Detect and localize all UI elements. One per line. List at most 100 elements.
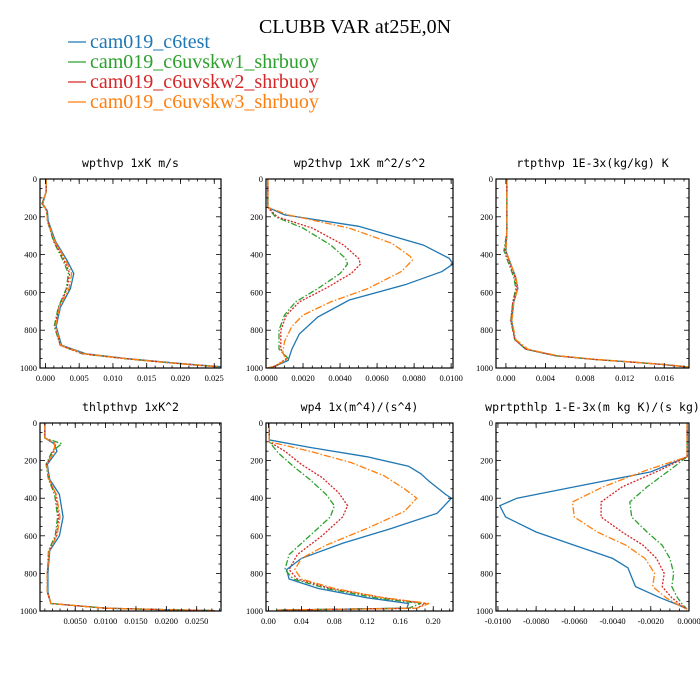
panel-title: wp2thvp 1xK m^2/s^2 — [294, 156, 426, 170]
series-line — [44, 423, 215, 611]
y-tick-label: 800 — [480, 568, 493, 578]
y-tick-label: 800 — [24, 325, 37, 335]
series-line — [268, 423, 422, 611]
x-tick-label: 0.20 — [426, 616, 441, 626]
y-tick-label: 0 — [489, 418, 493, 428]
series-line — [267, 179, 453, 368]
y-tick-label: 0 — [259, 174, 263, 184]
x-tick-label: 0.016 — [655, 373, 674, 383]
series-line — [41, 179, 218, 368]
panel-title: wp4 1x(m^4)/(s^4) — [301, 400, 419, 414]
plot-frame — [265, 178, 454, 369]
x-tick-label: 0.0050 — [64, 616, 87, 626]
legend-entry: cam019_c6uvskw1_shrbuoy — [90, 51, 319, 73]
y-tick-label: 200 — [250, 456, 263, 466]
x-tick-label: -0.0100 — [485, 616, 511, 626]
y-tick-label: 800 — [250, 325, 263, 335]
y-tick-label: 1000 — [20, 606, 37, 616]
series-line — [268, 423, 430, 611]
y-tick-label: 1000 — [20, 363, 37, 373]
panel-3: rtpthvp 1E-3x(kg/kg) K020040060080010000… — [476, 156, 690, 383]
x-tick-label: 0.0150 — [124, 616, 147, 626]
series-line — [44, 423, 215, 611]
y-tick-label: 600 — [480, 531, 493, 541]
x-tick-label: 0.008 — [576, 373, 595, 383]
x-tick-label: 0.0000 — [254, 373, 277, 383]
series-line — [41, 179, 221, 368]
series-line — [267, 179, 362, 368]
series-line — [268, 423, 427, 611]
series-line — [503, 179, 689, 368]
series-line — [41, 179, 218, 368]
y-tick-label: 600 — [24, 531, 37, 541]
series-line — [571, 423, 688, 610]
x-tick-label: 0.0000 — [677, 616, 700, 626]
y-tick-label: 1000 — [246, 606, 263, 616]
legend-entry: cam019_c6test — [90, 31, 210, 53]
series-line — [629, 423, 688, 610]
x-tick-label: 0.010 — [103, 373, 122, 383]
y-tick-label: 0 — [259, 418, 263, 428]
y-tick-label: 200 — [480, 456, 493, 466]
x-tick-label: 0.16 — [393, 616, 408, 626]
panel-title: wpthvp 1xK m/s — [82, 156, 179, 170]
series-line — [41, 179, 220, 368]
series-line — [267, 179, 414, 368]
panel-title: wprtpthlp 1-E-3x(m kg K)/(s kg) — [485, 400, 700, 414]
x-tick-label: -0.0040 — [599, 616, 625, 626]
panel-title: thlpthvp 1xK^2 — [82, 400, 179, 414]
y-tick-label: 600 — [24, 287, 37, 297]
x-tick-label: 0.0200 — [155, 616, 178, 626]
x-tick-label: 0.0020 — [291, 373, 314, 383]
x-tick-label: -0.0060 — [561, 616, 587, 626]
x-tick-label: 0.0100 — [94, 616, 117, 626]
plot-frame — [495, 178, 690, 369]
y-tick-label: 1000 — [476, 363, 493, 373]
panel-title: rtpthvp 1E-3x(kg/kg) K — [516, 156, 668, 170]
y-tick-label: 200 — [480, 212, 493, 222]
x-tick-label: 0.08 — [327, 616, 342, 626]
x-tick-label: 0.0250 — [185, 616, 208, 626]
x-tick-label: 0.12 — [360, 616, 375, 626]
plot-frame — [495, 422, 690, 612]
y-tick-label: 200 — [24, 456, 37, 466]
y-tick-label: 1000 — [476, 606, 493, 616]
y-tick-label: 1000 — [246, 363, 263, 373]
x-tick-label: 0.005 — [70, 373, 89, 383]
series-line — [504, 179, 689, 368]
plot-frame — [39, 422, 222, 612]
y-tick-label: 800 — [24, 568, 37, 578]
x-tick-label: 0.0040 — [328, 373, 351, 383]
x-tick-label: -0.0020 — [638, 616, 664, 626]
x-tick-label: -0.0080 — [523, 616, 549, 626]
y-tick-label: 800 — [480, 325, 493, 335]
legend: cam019_c6testcam019_c6uvskw1_shrbuoycam0… — [68, 31, 319, 113]
y-tick-label: 800 — [250, 568, 263, 578]
panel-2: wp2thvp 1xK m^2/s^2020040060080010000.00… — [246, 156, 463, 383]
y-tick-label: 0 — [33, 418, 37, 428]
y-tick-label: 200 — [250, 212, 263, 222]
series-line — [498, 423, 688, 610]
y-tick-label: 600 — [250, 531, 263, 541]
x-tick-label: 0.020 — [171, 373, 190, 383]
y-tick-label: 0 — [489, 174, 493, 184]
x-tick-label: 0.025 — [205, 373, 224, 383]
y-tick-label: 400 — [480, 250, 493, 260]
y-tick-label: 400 — [24, 493, 37, 503]
x-tick-label: 0.012 — [615, 373, 634, 383]
panel-6: wprtpthlp 1-E-3x(m kg K)/(s kg) 0 200 400 60… — [476, 400, 700, 626]
x-tick-label: 0.000 — [36, 373, 55, 383]
x-tick-label: 0.004 — [536, 373, 556, 383]
y-tick-label: 0 — [33, 174, 37, 184]
series-line — [600, 423, 688, 610]
x-tick-label: 0.00 — [261, 616, 276, 626]
panel-4: thlpthvp 1xK^2 0 200 400 600 800 1000 0.0050 0.0… — [20, 400, 222, 626]
x-tick-label: 0.015 — [137, 373, 156, 383]
x-tick-label: 0.000 — [496, 373, 515, 383]
plot-frame — [39, 178, 222, 369]
series-line — [268, 423, 453, 611]
